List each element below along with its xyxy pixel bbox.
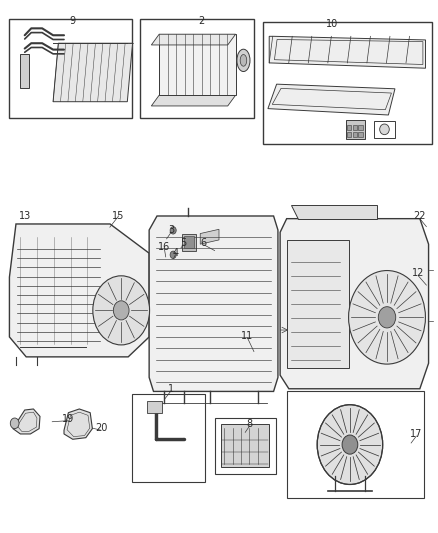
Bar: [164, 217, 223, 266]
Text: 9: 9: [70, 16, 76, 26]
Bar: [287, 240, 349, 368]
Ellipse shape: [240, 54, 247, 66]
Text: 10: 10: [326, 19, 339, 29]
Text: 2: 2: [198, 16, 205, 26]
Bar: [347, 132, 351, 138]
Text: 13: 13: [18, 211, 31, 221]
Circle shape: [170, 251, 176, 259]
Text: 11: 11: [241, 330, 254, 341]
Polygon shape: [268, 84, 395, 115]
Text: 19: 19: [62, 414, 74, 424]
Polygon shape: [151, 34, 236, 45]
Polygon shape: [64, 409, 92, 439]
Polygon shape: [291, 205, 377, 219]
Polygon shape: [280, 219, 428, 389]
Bar: [347, 125, 351, 130]
Circle shape: [349, 271, 425, 364]
Bar: [358, 132, 363, 138]
Text: 3: 3: [168, 225, 174, 236]
Bar: [141, 19, 254, 118]
Text: 12: 12: [412, 269, 424, 278]
Ellipse shape: [237, 49, 250, 71]
Circle shape: [378, 306, 396, 328]
Text: 22: 22: [413, 211, 426, 221]
Text: 6: 6: [201, 238, 207, 247]
Polygon shape: [200, 229, 219, 244]
Circle shape: [93, 276, 150, 345]
Text: 20: 20: [95, 423, 107, 433]
Text: 4: 4: [172, 248, 178, 257]
Text: 8: 8: [247, 419, 253, 429]
Bar: [287, 391, 424, 498]
Text: 17: 17: [410, 429, 423, 439]
Bar: [184, 236, 194, 248]
Circle shape: [11, 418, 19, 429]
Polygon shape: [149, 216, 278, 391]
Bar: [147, 401, 162, 413]
Bar: [20, 54, 29, 88]
Bar: [215, 418, 276, 474]
Polygon shape: [10, 224, 149, 357]
Text: 1: 1: [168, 384, 174, 394]
Bar: [358, 125, 363, 130]
Circle shape: [170, 227, 176, 234]
Circle shape: [113, 301, 129, 320]
Bar: [346, 120, 365, 139]
Polygon shape: [151, 95, 236, 106]
Bar: [221, 424, 269, 467]
Bar: [374, 121, 395, 138]
Bar: [10, 19, 132, 118]
Polygon shape: [269, 36, 426, 68]
Text: 5: 5: [180, 238, 186, 247]
Polygon shape: [53, 43, 133, 102]
Circle shape: [342, 435, 358, 454]
Bar: [182, 233, 196, 251]
Bar: [353, 125, 357, 130]
Circle shape: [317, 405, 383, 484]
Text: 16: 16: [158, 242, 170, 252]
Polygon shape: [13, 409, 40, 434]
Bar: [263, 22, 432, 144]
Bar: [132, 394, 205, 482]
Polygon shape: [159, 34, 236, 95]
Text: 15: 15: [113, 211, 125, 221]
Bar: [353, 132, 357, 138]
Ellipse shape: [380, 124, 389, 135]
